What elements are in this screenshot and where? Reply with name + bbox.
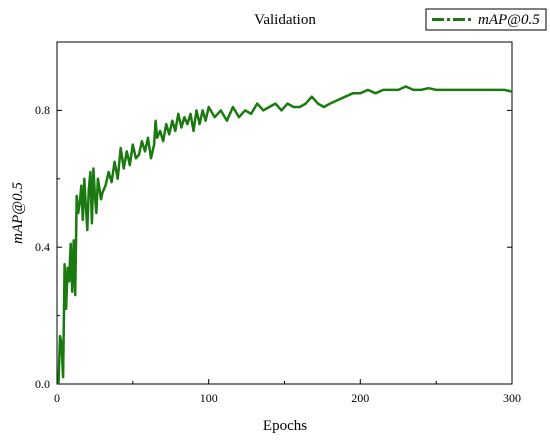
y-tick-label-0.8: 0.8 (35, 103, 50, 117)
x-axis: 0 100 200 300 Epochs (54, 379, 521, 434)
y-tick-label-0.4: 0.4 (35, 240, 50, 254)
x-tick-label-300: 300 (503, 391, 521, 405)
x-axis-title: Epochs (263, 418, 307, 434)
legend: mAP@0.5 (425, 8, 547, 31)
legend-label: mAP@0.5 (478, 12, 540, 28)
series-line-map50 (57, 85, 513, 385)
x-tick-label-100: 100 (200, 391, 218, 405)
legend-box (425, 8, 547, 31)
chart-title: Validation (254, 12, 316, 28)
x-tick-label-200: 200 (351, 391, 369, 405)
y-axis: 0.0 0.4 0.8 mAP@0.5 (10, 41, 512, 391)
plot-frame (56, 41, 513, 385)
y-axis-title: mAP@0.5 (10, 182, 26, 244)
x-tick-label-0: 0 (54, 391, 60, 405)
y-tick-label-0: 0.0 (35, 377, 50, 391)
